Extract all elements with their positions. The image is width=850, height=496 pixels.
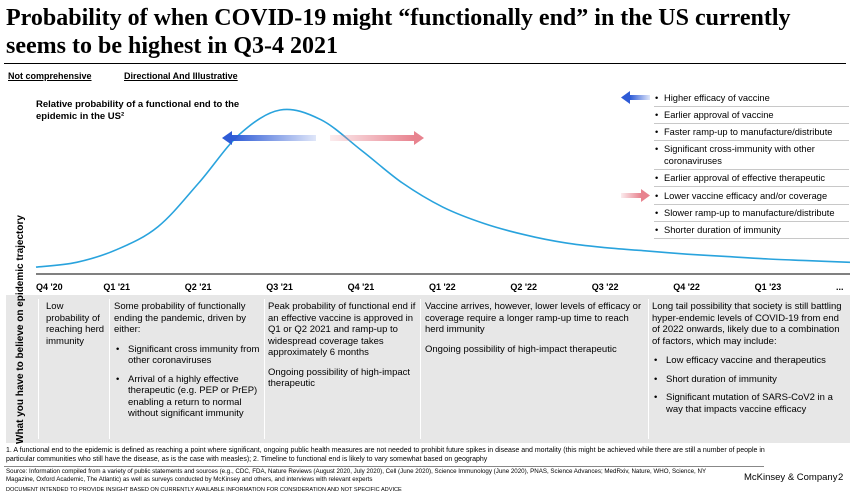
column-late-2022-onwards: Long tail possibility that society is st… xyxy=(652,301,846,422)
legend-item: Significant cross-immunity with other co… xyxy=(654,141,849,170)
column-2022: Vaccine arrives, however, lower levels o… xyxy=(425,301,642,355)
probability-curve xyxy=(35,108,850,268)
x-tick-label: Q3 '22 xyxy=(591,282,619,292)
legend-item: Shorter duration of immunity xyxy=(654,222,849,239)
probability-chart xyxy=(35,91,850,275)
legend-item: Lower vaccine efficacy and/or coverage xyxy=(654,188,849,205)
delay-arrow xyxy=(330,131,424,145)
page-number: 2 xyxy=(838,472,844,483)
x-tick-label: Q1 '23 xyxy=(754,282,782,292)
legend-item: Faster ramp-up to manufacture/distribute xyxy=(654,124,849,141)
legend-item: Earlier approval of effective therapeuti… xyxy=(654,170,849,187)
column-divider xyxy=(38,299,39,439)
x-tick-label: Q4 '21 xyxy=(347,282,375,292)
column-divider xyxy=(648,299,649,439)
legend-accelerate-arrow xyxy=(621,91,650,104)
legend-item: Slower ramp-up to manufacture/distribute xyxy=(654,205,849,222)
x-tick-label: Q1 '21 xyxy=(103,282,131,292)
legend-delay-list: Lower vaccine efficacy and/or coverage S… xyxy=(654,188,849,239)
x-tick-label: Q4 '20 xyxy=(36,282,63,292)
accelerate-arrow xyxy=(222,131,316,145)
legend-delay-arrow xyxy=(621,189,650,202)
assumptions-panel: What you have to believe on epidemic tra… xyxy=(6,215,850,444)
list-item: Short duration of immunity xyxy=(652,374,846,386)
y-axis-label: Relative probability of a functional end… xyxy=(36,99,240,122)
source-note: Source: Information compiled from a vari… xyxy=(6,468,706,483)
legend-item: Higher efficacy of vaccine xyxy=(654,90,849,107)
x-tick-label: Q2 '21 xyxy=(184,282,212,292)
brand-name: McKinsey & Company xyxy=(744,472,838,483)
footnote: 1. A functional end to the epidemic is d… xyxy=(6,447,765,463)
x-tick-label: Q2 '22 xyxy=(510,282,538,292)
legend-item: Earlier approval of vaccine xyxy=(654,107,849,124)
column-divider xyxy=(109,299,110,439)
column-divider xyxy=(264,299,265,439)
tag-directional: Directional And Illustrative xyxy=(124,71,238,81)
disclaimer: DOCUMENT INTENDED TO PROVIDE INSIGHT BAS… xyxy=(6,487,402,493)
list-item: Arrival of a highly effective therapeuti… xyxy=(114,374,262,420)
column-q1-q2-21: Some probability of functionally ending … xyxy=(114,301,262,427)
legend-accelerate-list: Higher efficacy of vaccine Earlier appro… xyxy=(654,90,849,187)
side-label: What you have to believe on epidemic tra… xyxy=(15,215,26,444)
x-tick-label: ... xyxy=(836,282,844,292)
column-q4-20: Low probability of reaching herd immunit… xyxy=(46,301,105,347)
footnote-divider xyxy=(4,466,764,467)
list-item: Significant mutation of SARS-CoV2 in a w… xyxy=(652,392,846,415)
x-tick-label: Q1 '22 xyxy=(429,282,456,292)
title-divider xyxy=(4,63,846,64)
x-tick-label: Q4 '22 xyxy=(673,282,700,292)
column-divider xyxy=(420,299,421,439)
page-title: Probability of when COVID-19 might “func… xyxy=(6,5,791,59)
x-tick-label: Q3 '21 xyxy=(266,282,293,292)
list-item: Low efficacy vaccine and therapeutics xyxy=(652,355,846,367)
tag-not-comprehensive: Not comprehensive xyxy=(8,71,92,81)
column-q3-q4-21: Peak probability of functional end if an… xyxy=(268,301,416,389)
list-item: Significant cross immunity from other co… xyxy=(114,344,262,367)
